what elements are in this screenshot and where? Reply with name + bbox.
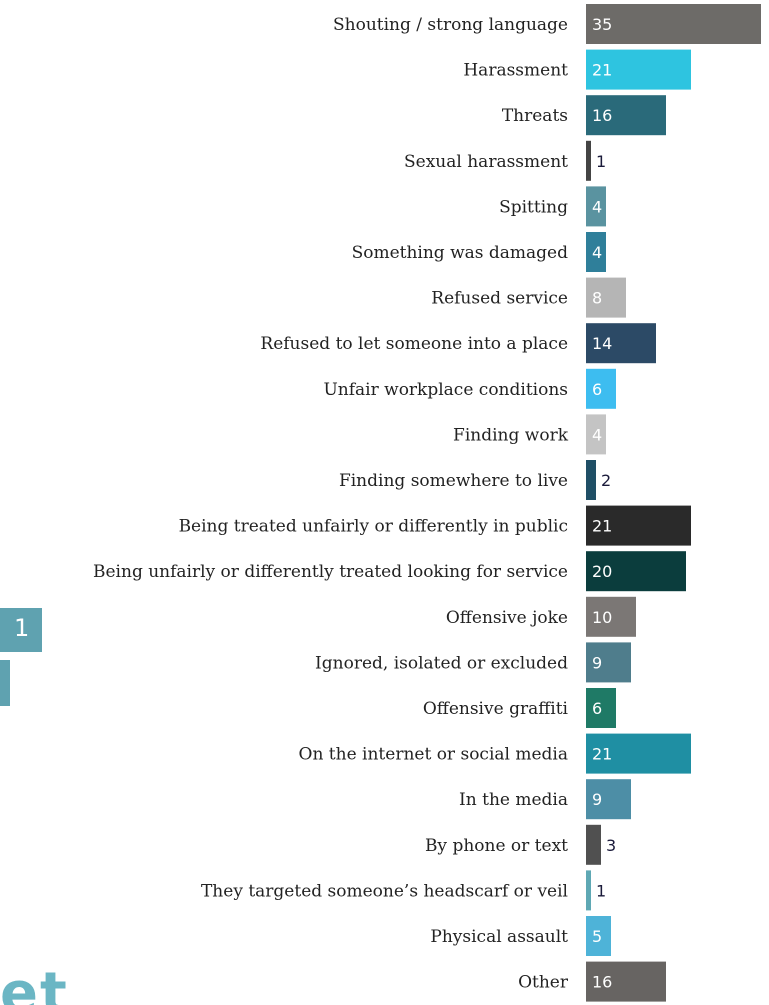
bar-finding-somewhere-to-live [586, 460, 596, 500]
bar-offensive-graffiti [586, 688, 616, 728]
bar-finding-work [586, 414, 606, 455]
category-label-on-the-internet-or-social-media: On the internet or social media [299, 745, 568, 765]
value-label-offensive-joke: 10 [592, 608, 612, 627]
category-label-harassment: Harassment [463, 61, 568, 81]
category-label-ignored-isolated-or-excluded: Ignored, isolated or excluded [315, 653, 568, 673]
value-label-threats: 16 [592, 106, 612, 125]
bar-being-treated-unfairly-or-differently-in-public [586, 505, 691, 546]
category-label-in-the-media: In the media [459, 790, 568, 810]
category-label-shouting-strong-language: Shouting / strong language [333, 15, 568, 35]
left-fragment-number: 1 [14, 614, 30, 642]
left-fragment-bar [0, 660, 10, 706]
value-label-they-targeted-someone-s-headscarf-or-veil: 1 [596, 881, 606, 900]
category-label-unfair-workplace-conditions: Unfair workplace conditions [323, 380, 568, 400]
bar-unfair-workplace-conditions [586, 368, 616, 409]
bar-spitting [586, 186, 606, 227]
category-label-they-targeted-someone-s-headscarf-or-veil: They targeted someone’s headscarf or vei… [201, 881, 568, 901]
value-label-in-the-media: 9 [592, 790, 602, 809]
category-label-physical-assault: Physical assault [430, 927, 568, 947]
category-label-refused-to-let-someone-into-a-place: Refused to let someone into a place [260, 334, 568, 354]
bar-physical-assault [586, 916, 611, 956]
bar-sexual-harassment [586, 140, 591, 181]
value-label-unfair-workplace-conditions: 6 [592, 380, 602, 399]
value-label-refused-service: 8 [592, 289, 602, 308]
category-label-by-phone-or-text: By phone or text [425, 836, 568, 856]
category-label-being-treated-unfairly-or-differently-in-public: Being treated unfairly or differently in… [179, 517, 568, 537]
category-label-threats: Threats [502, 106, 568, 126]
bar-refused-to-let-someone-into-a-place [586, 323, 656, 364]
value-label-something-was-damaged: 4 [592, 243, 602, 262]
category-label-finding-work: Finding work [453, 425, 569, 445]
value-label-ignored-isolated-or-excluded: 9 [592, 653, 602, 672]
value-label-refused-to-let-someone-into-a-place: 14 [592, 334, 612, 353]
value-label-offensive-graffiti: 6 [592, 699, 602, 718]
value-label-shouting-strong-language: 35 [592, 15, 612, 34]
bar-threats [586, 95, 666, 136]
value-label-being-unfairly-or-differently-treated-looking-for-service: 20 [592, 562, 612, 581]
value-label-being-treated-unfairly-or-differently-in-public: 21 [592, 517, 612, 536]
category-label-finding-somewhere-to-live: Finding somewhere to live [339, 471, 568, 491]
value-label-spitting: 4 [592, 197, 602, 216]
category-label-sexual-harassment: Sexual harassment [404, 152, 568, 172]
bar-ignored-isolated-or-excluded [586, 642, 631, 683]
value-label-harassment: 21 [592, 61, 612, 80]
bar-harassment [586, 49, 691, 90]
value-label-physical-assault: 5 [592, 927, 602, 946]
value-label-finding-work: 4 [592, 425, 602, 444]
left-fragment-box: 1 [0, 608, 42, 652]
bar-by-phone-or-text [586, 824, 601, 865]
bar-being-unfairly-or-differently-treated-looking-for-service [586, 551, 686, 592]
value-label-other: 16 [592, 973, 612, 992]
category-label-being-unfairly-or-differently-treated-looking-for-service: Being unfairly or differently treated lo… [93, 562, 568, 582]
bar-on-the-internet-or-social-media [586, 733, 691, 774]
bar-they-targeted-someone-s-headscarf-or-veil [586, 870, 591, 911]
category-label-something-was-damaged: Something was damaged [352, 243, 569, 263]
value-label-on-the-internet-or-social-media: 21 [592, 745, 612, 764]
bottom-fragment-text: et [0, 961, 69, 1005]
bar-refused-service [586, 277, 626, 318]
bar-in-the-media [586, 779, 631, 820]
bar-shouting-strong-language [586, 4, 761, 44]
category-label-refused-service: Refused service [431, 289, 568, 309]
value-label-finding-somewhere-to-live: 2 [601, 471, 611, 490]
bar-other [586, 961, 666, 1002]
category-label-other: Other [518, 973, 569, 993]
bar-something-was-damaged [586, 232, 606, 272]
category-label-offensive-joke: Offensive joke [446, 608, 568, 628]
value-label-sexual-harassment: 1 [596, 152, 606, 171]
value-label-by-phone-or-text: 3 [606, 836, 616, 855]
bar-offensive-joke [586, 596, 636, 637]
category-label-spitting: Spitting [499, 197, 568, 217]
category-label-offensive-graffiti: Offensive graffiti [423, 699, 569, 719]
